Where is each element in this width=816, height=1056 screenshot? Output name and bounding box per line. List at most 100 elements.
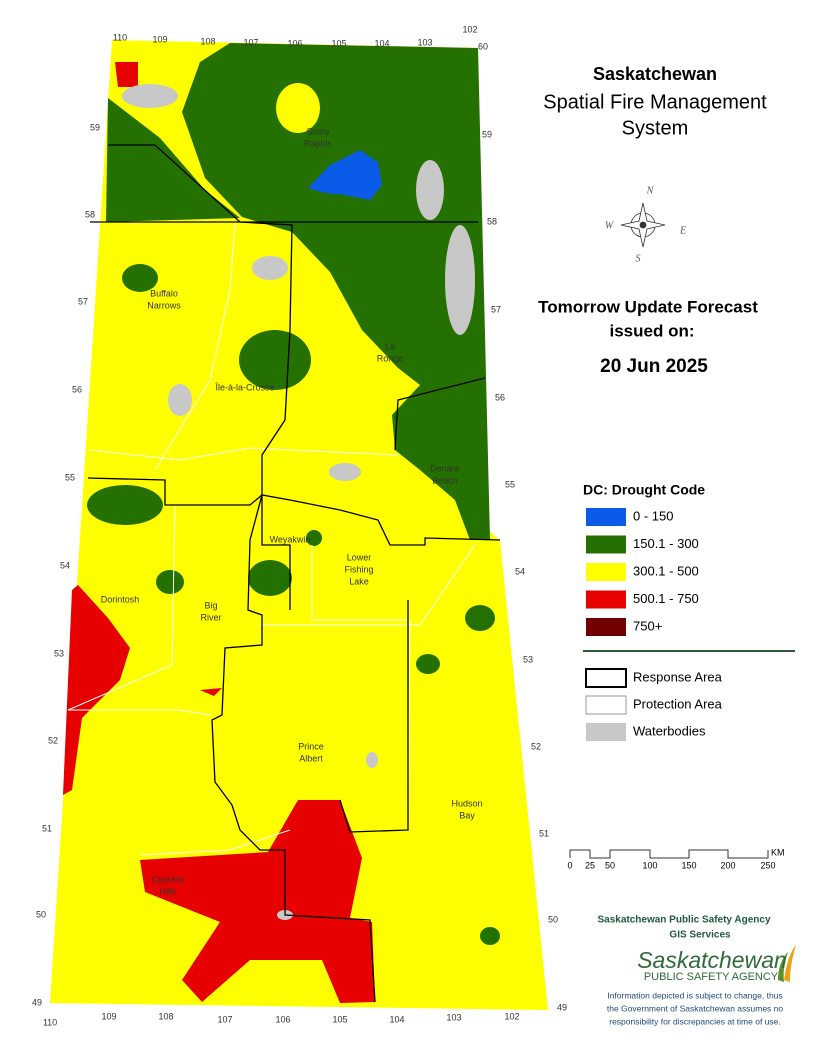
protection-boundary bbox=[311, 545, 411, 831]
region-very-high bbox=[200, 688, 222, 696]
graticule-label: 49 bbox=[32, 997, 42, 1007]
graticule-label: 107 bbox=[217, 1014, 232, 1024]
place-label: Narrows bbox=[147, 300, 181, 310]
graticule-label: 104 bbox=[374, 38, 389, 48]
graticule-label: 51 bbox=[539, 828, 549, 838]
title-line: Saskatchewan bbox=[593, 64, 717, 84]
place-label: Albert bbox=[299, 753, 323, 763]
protection-boundary bbox=[89, 447, 399, 461]
region-moderate bbox=[465, 605, 495, 631]
graticule-label: 110 bbox=[43, 1017, 57, 1027]
region-moderate bbox=[416, 654, 440, 674]
region-moderate bbox=[87, 485, 163, 525]
region-low bbox=[308, 150, 382, 200]
graticule-label: 106 bbox=[287, 38, 302, 48]
logo-swoosh bbox=[784, 945, 796, 982]
protection-swatch bbox=[585, 695, 627, 715]
graticule-label: 108 bbox=[158, 1011, 173, 1021]
graticule-label: 54 bbox=[515, 566, 525, 576]
graticule-label: 105 bbox=[332, 1014, 347, 1024]
place-label: Prince bbox=[298, 741, 324, 751]
graticule-label: 104 bbox=[389, 1014, 404, 1024]
response-boundary bbox=[108, 144, 376, 1003]
graticule-label: 56 bbox=[495, 392, 505, 402]
disclaimer: responsibility for discrepancies at time… bbox=[609, 1016, 781, 1026]
legend-label: Protection Area bbox=[633, 696, 723, 711]
scale-label: 50 bbox=[605, 860, 615, 870]
graticule-label: 51 bbox=[42, 823, 52, 833]
logo-subtext: PUBLIC SAFETY AGENCY bbox=[644, 971, 779, 983]
agency-unit: GIS Services bbox=[669, 930, 731, 941]
graticule-label: 49 bbox=[557, 1002, 567, 1012]
graticule-label: 56 bbox=[72, 384, 82, 394]
place-label: Big bbox=[204, 600, 217, 610]
region-moderate bbox=[106, 98, 240, 222]
graticule-label: 102 bbox=[462, 24, 477, 34]
region-high bbox=[276, 83, 320, 133]
graticule-label: 52 bbox=[531, 741, 541, 751]
graticule-label: 55 bbox=[505, 479, 515, 489]
legend-swatch bbox=[586, 590, 626, 609]
legend-label: 500.1 - 750 bbox=[633, 591, 699, 606]
logo-swoosh bbox=[778, 952, 788, 982]
scale-label: 25 bbox=[585, 860, 595, 870]
place-label: Rapids bbox=[304, 138, 333, 148]
graticule-label: 57 bbox=[78, 296, 88, 306]
graticule-label: 103 bbox=[417, 37, 432, 47]
legend-title: DC: Drought Code bbox=[583, 482, 705, 498]
title-line: Spatial Fire Management bbox=[543, 91, 767, 113]
region-moderate bbox=[306, 530, 322, 546]
disclaimer: the Government of Saskatchewan assumes n… bbox=[607, 1003, 784, 1013]
legend-swatch bbox=[586, 535, 626, 554]
legend-label: 300.1 - 500 bbox=[633, 563, 699, 578]
place-label: Île-à-la-Crosse bbox=[214, 382, 274, 392]
place-label: Lower bbox=[347, 552, 372, 562]
graticule-label: 105 bbox=[331, 38, 346, 48]
waterbody bbox=[416, 160, 444, 220]
compass-rose bbox=[620, 202, 666, 248]
graticule-label: 110 bbox=[113, 32, 127, 42]
response-boundary bbox=[261, 495, 291, 610]
agency-name: Saskatchewan Public Safety Agency bbox=[597, 915, 770, 926]
forecast-date: 20 Jun 2025 bbox=[600, 356, 708, 377]
scale-label: 100 bbox=[642, 860, 657, 870]
compass-letter: S bbox=[636, 253, 641, 264]
scale-bar bbox=[569, 849, 769, 859]
place-label: La bbox=[385, 341, 395, 351]
graticule-label: 106 bbox=[275, 1014, 290, 1024]
graticule-label: 57 bbox=[491, 304, 501, 314]
legend-label: 750+ bbox=[633, 618, 662, 633]
legend-swatch bbox=[586, 618, 626, 636]
region-moderate bbox=[156, 570, 184, 594]
waterbody bbox=[122, 84, 178, 108]
waterbody bbox=[168, 384, 192, 416]
region-moderate bbox=[182, 43, 490, 540]
labels: Saskatchewan Spatial Fire Management Syste… bbox=[32, 24, 787, 1027]
graticule-label: 59 bbox=[90, 122, 100, 132]
protection-boundary bbox=[154, 221, 236, 471]
region-very-high bbox=[63, 585, 130, 795]
forecast-heading: Tomorrow Update Forecast bbox=[538, 297, 758, 316]
place-label: River bbox=[200, 612, 221, 622]
place-label: Fishing bbox=[344, 564, 373, 574]
region-moderate bbox=[248, 560, 292, 596]
scale-label: 250 bbox=[760, 860, 775, 870]
scale-label: 150 bbox=[681, 860, 696, 870]
scale-label: 0 bbox=[567, 860, 572, 870]
place-label: Weyakwin bbox=[270, 534, 311, 544]
place-label: Dorintosh bbox=[101, 594, 140, 604]
waterbody-swatch bbox=[586, 723, 626, 741]
legend-label: 0 - 150 bbox=[633, 508, 673, 523]
legend-label: 150.1 - 300 bbox=[633, 536, 699, 551]
response-boundary bbox=[394, 377, 486, 451]
graticule-label: 50 bbox=[548, 914, 558, 924]
compass-letter: W bbox=[605, 220, 615, 231]
graticule-label: 58 bbox=[85, 209, 95, 219]
scale-unit: KM bbox=[771, 847, 785, 857]
place-label: Ronge bbox=[377, 353, 404, 363]
region-moderate bbox=[122, 264, 158, 292]
logo-text: Saskatchewan bbox=[637, 947, 787, 973]
